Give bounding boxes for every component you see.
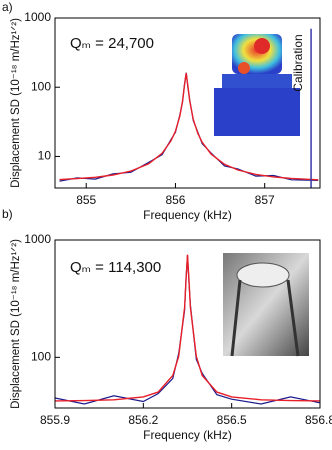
trace xyxy=(59,72,319,182)
x-tick-label: 856.2 xyxy=(128,413,158,427)
x-tick-label: 856.5 xyxy=(217,413,247,427)
y-tick-label: 10 xyxy=(38,149,52,163)
y-axis-label: Displacement SD (10⁻¹⁸ m/Hz¹ᐟ²) xyxy=(10,239,22,409)
panel-label: a) xyxy=(2,0,13,14)
trace xyxy=(59,73,319,181)
y-tick-label: 1000 xyxy=(24,232,51,246)
annotation: Qₘ = 24,700 xyxy=(70,35,154,52)
plot-frame xyxy=(54,17,321,189)
x-axis-label: Frequency (kHz) xyxy=(143,428,232,442)
inset-mode-shape xyxy=(214,34,300,136)
x-tick-label: 856.8 xyxy=(305,413,332,427)
annotation: Qₘ = 114,300 xyxy=(70,259,161,276)
plot-frame xyxy=(54,239,321,409)
y-tick-label: 1000 xyxy=(24,10,51,24)
panel-label: b) xyxy=(2,207,13,221)
x-tick-label: 855 xyxy=(76,193,96,207)
y-tick-label: 100 xyxy=(31,79,51,93)
x-tick-label: 856 xyxy=(165,193,185,207)
inset-photo xyxy=(223,253,309,357)
x-axis-label: Frequency (kHz) xyxy=(143,208,232,222)
y-tick-label: 100 xyxy=(31,350,51,364)
x-tick-label: 855.9 xyxy=(40,413,70,427)
calibration-label: Calibration xyxy=(291,34,305,91)
trace xyxy=(54,254,321,402)
x-tick-label: 857 xyxy=(255,193,275,207)
y-axis-label: Displacement SD (10⁻¹⁸ m/Hz¹ᐟ²) xyxy=(10,18,22,188)
